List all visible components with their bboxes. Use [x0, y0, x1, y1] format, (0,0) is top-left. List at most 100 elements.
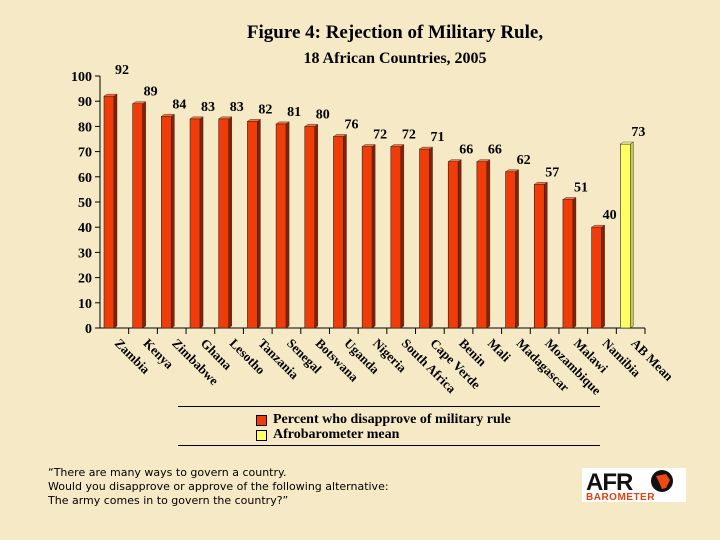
data-label: 66 — [488, 143, 502, 158]
chart-subtitle: 18 African Countries, 2005 — [303, 50, 487, 67]
bar — [533, 184, 545, 329]
bar-top — [476, 159, 491, 162]
data-label: 62 — [517, 153, 531, 168]
footer-line: Would you disapprove or approve of the f… — [48, 480, 389, 493]
bar-top — [418, 146, 434, 150]
bar-top — [447, 159, 462, 162]
legend: Percent who disapprove of military rule … — [178, 406, 600, 446]
data-label: 76 — [344, 117, 358, 132]
afrobarometer-logo: AFR BAROMETER — [582, 468, 686, 503]
bar-side — [371, 144, 376, 329]
bar-top — [275, 121, 290, 125]
y-tick-label: 40 — [78, 221, 92, 236]
bar — [161, 116, 172, 329]
y-tick-label: 0 — [85, 322, 92, 337]
legend-item-series-0: Percent who disapprove of military rule — [256, 412, 511, 428]
footer-line: “There are many ways to govern a country… — [48, 466, 287, 479]
bar-side — [228, 116, 232, 329]
bar — [505, 171, 516, 329]
y-tick-label: 80 — [78, 120, 92, 135]
y-tick-label: 100 — [71, 70, 92, 85]
bar-side — [113, 93, 118, 329]
bar — [419, 148, 430, 329]
bar-top — [562, 197, 577, 200]
bar — [304, 126, 316, 329]
bar — [247, 121, 258, 329]
data-label: 71 — [431, 130, 445, 145]
bar — [333, 136, 344, 329]
bar — [275, 123, 287, 329]
bar-side — [199, 116, 204, 329]
bar-side — [601, 224, 605, 329]
bar-top — [590, 224, 606, 228]
bar-side — [486, 159, 491, 329]
question-text: “There are many ways to govern a country… — [48, 466, 389, 508]
svg-text:AFR: AFR — [586, 469, 633, 496]
bar — [591, 226, 602, 329]
y-tick-label: 30 — [78, 246, 92, 261]
chart-title: Figure 4: Rejection of Military Rule, — [246, 22, 544, 43]
data-label: 51 — [574, 180, 588, 195]
bar — [476, 161, 488, 329]
y-tick-label: 70 — [78, 146, 92, 161]
bar-side — [458, 159, 462, 329]
data-label: 73 — [631, 125, 645, 140]
legend-swatch — [256, 429, 267, 441]
bar — [103, 95, 115, 329]
bar-side — [285, 121, 290, 329]
data-label: 72 — [402, 128, 416, 143]
x-tick-label: Mali — [485, 336, 514, 365]
bar-side — [142, 101, 146, 329]
bar-top — [390, 144, 405, 147]
bar — [390, 146, 402, 329]
bar-top — [160, 114, 176, 117]
data-label: 81 — [287, 105, 301, 120]
data-label: 72 — [373, 128, 387, 143]
bar-side — [572, 197, 577, 329]
y-tick-label: 60 — [78, 171, 92, 186]
bar-top — [189, 116, 204, 120]
bar-top — [246, 119, 262, 122]
bar-top — [619, 141, 634, 145]
bar-side — [544, 181, 548, 329]
data-label: 82 — [258, 102, 272, 117]
bar-top — [218, 116, 233, 120]
bar-top — [304, 124, 319, 127]
bar-top — [504, 169, 520, 172]
bar-top — [103, 93, 118, 97]
data-label: 83 — [230, 100, 244, 115]
bar — [361, 146, 373, 329]
data-label: 80 — [316, 107, 330, 122]
bar — [132, 103, 143, 329]
svg-text:BAROMETER: BAROMETER — [586, 492, 655, 502]
data-label: 92 — [115, 63, 129, 78]
bar-side — [257, 118, 261, 329]
bar — [218, 118, 230, 329]
data-label: 89 — [144, 85, 158, 100]
legend-label: Percent who disapprove of military rule — [273, 412, 511, 427]
bar-top — [533, 182, 548, 185]
footer-line: The army comes in to govern the country?… — [48, 494, 289, 507]
bar-top — [361, 144, 376, 147]
bar-side — [630, 141, 634, 329]
y-tick-label: 10 — [78, 297, 92, 312]
bar — [562, 199, 574, 329]
bar-top — [332, 134, 348, 137]
bar-side — [429, 146, 433, 329]
bar — [447, 161, 459, 329]
y-tick-label: 90 — [78, 95, 92, 110]
legend-label: Afrobarometer mean — [273, 427, 400, 442]
data-label: 40 — [603, 208, 617, 223]
bar — [620, 143, 631, 329]
y-tick-label: 50 — [78, 196, 92, 211]
bar-side — [515, 169, 519, 329]
bar-side — [400, 144, 405, 329]
bar-side — [171, 113, 175, 329]
data-label: 84 — [172, 97, 186, 112]
y-tick-label: 20 — [78, 272, 92, 287]
legend-swatch — [256, 414, 267, 426]
bar-side — [343, 134, 347, 329]
data-label: 83 — [201, 100, 215, 115]
bar-side — [314, 124, 318, 329]
